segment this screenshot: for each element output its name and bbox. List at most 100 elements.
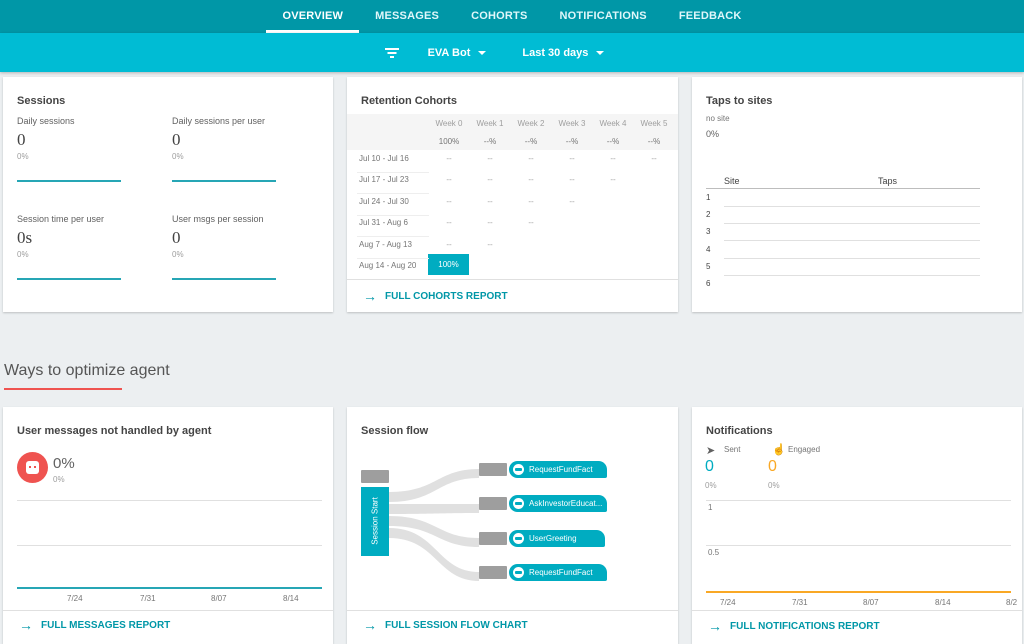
tab-messages[interactable]: MESSAGES bbox=[375, 10, 440, 22]
metric-change: 0% bbox=[172, 152, 184, 161]
week-total: 100% bbox=[438, 137, 460, 146]
metric-value: 0 bbox=[172, 130, 181, 149]
full-session-flow-link[interactable]: → FULL SESSION FLOW CHART bbox=[363, 617, 528, 633]
week-total: --% bbox=[483, 137, 497, 146]
session-flow-title: Session flow bbox=[361, 425, 429, 437]
chevron-down-icon bbox=[478, 50, 487, 55]
unhandled-title: User messages not handled by agent bbox=[17, 425, 212, 437]
site-value: 0% bbox=[706, 129, 720, 139]
link-label: FULL SESSION FLOW CHART bbox=[385, 619, 528, 631]
y-tick: 1 bbox=[708, 503, 713, 512]
cohort-cell: -- bbox=[446, 218, 452, 228]
site-label: no site bbox=[706, 114, 730, 123]
row-divider bbox=[357, 193, 429, 195]
week-header: Week 1 bbox=[476, 119, 504, 128]
metric-sparkline bbox=[172, 278, 276, 280]
tab-overview[interactable]: OVERVIEW bbox=[266, 0, 360, 33]
week-total: --% bbox=[524, 137, 538, 146]
tab-feedback[interactable]: FEEDBACK bbox=[678, 10, 742, 22]
engaged-label: Engaged bbox=[788, 445, 821, 454]
intent-node[interactable]: UserGreeting bbox=[509, 530, 605, 547]
engaged-change: 0% bbox=[768, 481, 780, 490]
gridline bbox=[706, 545, 1011, 546]
row-divider bbox=[724, 223, 980, 225]
cohort-cell: -- bbox=[446, 239, 452, 249]
full-messages-report-link[interactable]: → FULL MESSAGES REPORT bbox=[19, 617, 170, 633]
cohort-cell: -- bbox=[569, 175, 575, 185]
bot-dropdown[interactable]: EVA Bot bbox=[428, 47, 487, 59]
intent-label: RequestFundFact bbox=[529, 465, 593, 474]
metric-session-time: Session time per user 0s 0% bbox=[17, 214, 104, 259]
week-total: --% bbox=[606, 137, 620, 146]
metric-change: 0% bbox=[172, 250, 184, 259]
row-divider bbox=[357, 236, 429, 238]
top-nav: OVERVIEW MESSAGES COHORTS NOTIFICATIONS … bbox=[0, 0, 1024, 33]
taps-title: Taps to sites bbox=[706, 95, 773, 107]
intent-node[interactable]: RequestFundFact bbox=[509, 461, 607, 478]
session-flow-card: Session flow Session Start RequestFundFa… bbox=[347, 407, 678, 644]
metric-value: 0 bbox=[172, 228, 181, 247]
divider bbox=[692, 610, 1022, 611]
arrow-right-icon: → bbox=[363, 288, 377, 304]
date-range-dropdown[interactable]: Last 30 days bbox=[522, 47, 605, 59]
taps-row-index: 3 bbox=[706, 227, 711, 237]
row-divider bbox=[357, 214, 429, 216]
robot-icon bbox=[17, 452, 48, 483]
flow-node bbox=[479, 532, 507, 545]
bot-dropdown-label: EVA Bot bbox=[427, 46, 471, 59]
flow-node bbox=[479, 497, 507, 510]
week-header: Week 4 bbox=[599, 119, 627, 128]
cohort-label: Aug 7 - Aug 13 bbox=[359, 239, 412, 249]
week-header: Week 3 bbox=[558, 119, 586, 128]
full-notifications-report-link[interactable]: → FULL NOTIFICATIONS REPORT bbox=[708, 618, 880, 634]
divider bbox=[347, 610, 678, 611]
session-start-label: Session Start bbox=[370, 497, 380, 545]
tab-notifications[interactable]: NOTIFICATIONS bbox=[559, 10, 647, 22]
metric-sparkline bbox=[17, 278, 121, 280]
taps-row-index: 4 bbox=[706, 244, 711, 254]
metric-label: Daily sessions per user bbox=[172, 116, 266, 126]
cohort-cell: -- bbox=[528, 196, 534, 206]
row-divider bbox=[724, 257, 980, 259]
gridline bbox=[706, 500, 1011, 501]
intent-node[interactable]: RequestFundFact bbox=[509, 564, 607, 581]
link-label: FULL NOTIFICATIONS REPORT bbox=[730, 620, 880, 632]
cohort-label: Jul 10 - Jul 16 bbox=[359, 154, 409, 163]
metric-value: 0s bbox=[17, 228, 33, 247]
robot-icon bbox=[513, 533, 524, 544]
cohort-cell: -- bbox=[446, 154, 452, 163]
metric-change: 0% bbox=[17, 152, 29, 161]
week-total: --% bbox=[647, 137, 661, 146]
retention-title: Retention Cohorts bbox=[361, 95, 457, 107]
tab-cohorts[interactable]: COHORTS bbox=[471, 10, 528, 22]
robot-icon bbox=[513, 567, 524, 578]
week-total: --% bbox=[565, 137, 579, 146]
flow-links bbox=[389, 469, 479, 581]
cohort-cell: -- bbox=[487, 218, 493, 228]
week-header: Week 5 bbox=[640, 119, 668, 128]
x-tick: 7/31 bbox=[140, 594, 156, 603]
x-tick: 7/24 bbox=[67, 594, 83, 603]
x-tick: 7/24 bbox=[720, 598, 736, 607]
col-taps: Taps bbox=[878, 176, 898, 186]
full-cohorts-report-link[interactable]: → FULL COHORTS REPORT bbox=[363, 288, 508, 304]
metric-value: 0 bbox=[17, 130, 26, 149]
gridline bbox=[17, 500, 322, 501]
retention-grid: Week 0 100% Week 1 --% Week 2 --% Week 3 --% Wee… bbox=[347, 77, 678, 280]
metric-daily-sessions-per-user: Daily sessions per user 0 0% bbox=[172, 116, 265, 161]
session-start-node[interactable]: Session Start bbox=[361, 487, 389, 556]
link-label: FULL COHORTS REPORT bbox=[385, 290, 508, 302]
unhandled-change: 0% bbox=[53, 475, 65, 484]
y-tick: 0.5 bbox=[708, 548, 720, 557]
divider bbox=[706, 188, 980, 189]
cohort-cell: -- bbox=[528, 154, 534, 163]
filter-icon[interactable] bbox=[384, 46, 400, 60]
cohort-cell: -- bbox=[487, 175, 493, 185]
cohort-cell: -- bbox=[528, 218, 534, 228]
cohort-label: Aug 14 - Aug 20 bbox=[359, 261, 417, 270]
x-tick: 7/31 bbox=[792, 598, 808, 607]
row-divider bbox=[724, 274, 980, 276]
sessions-card: Sessions Daily sessions 0 0% Daily sessi… bbox=[3, 77, 333, 312]
intent-node[interactable]: AskInvestorEducat... bbox=[509, 495, 607, 512]
flow-node bbox=[361, 470, 389, 483]
